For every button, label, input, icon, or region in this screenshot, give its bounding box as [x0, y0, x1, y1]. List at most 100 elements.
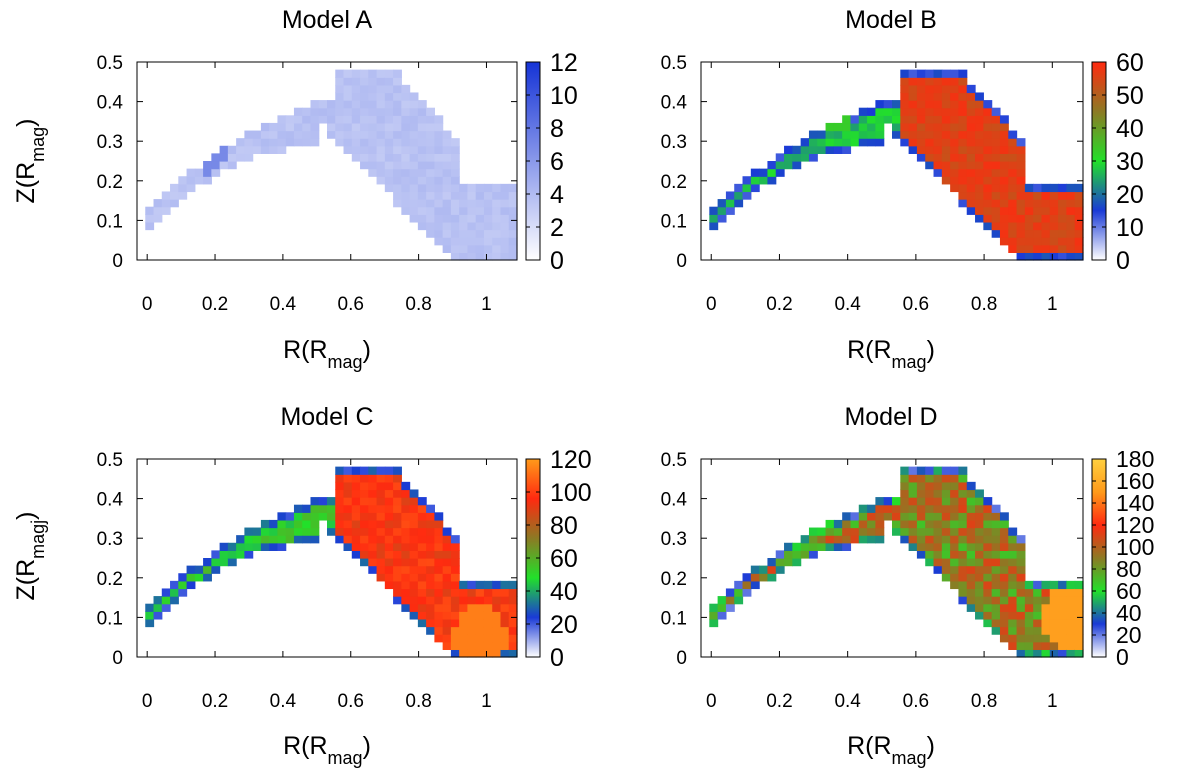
heatmap-cell [950, 466, 960, 475]
heatmap-cell [933, 558, 943, 567]
heatmap-cell [393, 69, 402, 78]
heatmap-cell [842, 535, 852, 544]
heatmap-cell [925, 474, 935, 483]
heatmap-cell [1024, 191, 1034, 200]
heatmap-cell [442, 542, 452, 551]
heatmap-cell [983, 107, 993, 116]
heatmap-cell [933, 481, 943, 491]
heatmap-cell [734, 183, 744, 193]
heatmap-cell [269, 145, 279, 154]
heatmap-cell [858, 519, 868, 529]
heatmap-cell [916, 504, 926, 513]
heatmap-cell [360, 122, 369, 132]
heatmap-cell [999, 603, 1009, 612]
heatmap-cell [1041, 237, 1051, 246]
heatmap-cell [983, 153, 993, 162]
heatmap-cell [1016, 558, 1026, 567]
heatmap-cell [393, 527, 402, 536]
panel-title: Model C [280, 403, 373, 431]
heatmap-cell [467, 237, 477, 246]
heatmap-cell [966, 504, 976, 513]
heatmap-cell [850, 130, 860, 139]
heatmap-cell [434, 550, 444, 559]
heatmap-cell [426, 626, 435, 635]
heatmap-cell [260, 138, 270, 147]
heatmap-cell [950, 100, 960, 109]
colorbar-tick-label: 20 [1116, 181, 1144, 209]
heatmap-cell [376, 519, 386, 529]
heatmap-cell [950, 145, 960, 154]
heatmap-cell [1016, 535, 1026, 544]
heatmap-cell [384, 84, 394, 94]
heatmap-cell [966, 100, 976, 109]
heatmap-cell [475, 580, 485, 590]
heatmap-cell [409, 115, 419, 124]
colorbar-tick-label: 140 [1116, 490, 1154, 516]
heatmap-cell [186, 176, 196, 185]
heatmap-cell [1033, 214, 1043, 223]
heatmap-cell [709, 618, 719, 628]
heatmap-cell [908, 115, 918, 124]
heatmap-cell [269, 542, 279, 551]
heatmap-cell [975, 558, 984, 567]
heatmap-cell [1049, 626, 1059, 635]
heatmap-cell [941, 122, 951, 132]
heatmap-cell [958, 138, 968, 147]
heatmap-cell [376, 153, 386, 162]
heatmap-cell [161, 206, 171, 215]
heatmap-cell [409, 565, 419, 574]
heatmap-cell [767, 573, 777, 582]
heatmap-cell [426, 206, 435, 215]
heatmap-cell [1074, 214, 1084, 223]
heatmap-cell [925, 107, 935, 116]
heatmap-cell [784, 153, 793, 162]
heatmap-cell [999, 237, 1009, 246]
heatmap-cell [867, 130, 876, 139]
heatmap-cell [360, 107, 369, 116]
heatmap-cell [825, 519, 835, 529]
heatmap-cell [483, 634, 493, 643]
heatmap-cell [384, 535, 394, 544]
heatmap-cell [759, 168, 769, 177]
heatmap-cell [409, 130, 419, 139]
heatmap-cell [393, 199, 402, 208]
colorbar-tick-label: 60 [1116, 578, 1142, 604]
heatmap-cell [941, 527, 951, 536]
heatmap-cell [1074, 237, 1084, 246]
heatmap-cell [459, 229, 469, 238]
heatmap-cell [750, 580, 760, 590]
heatmap-cell [360, 535, 369, 544]
heatmap-cell [426, 214, 435, 223]
heatmap-cell [850, 535, 860, 544]
heatmap-cell [409, 145, 419, 154]
heatmap-cell [475, 603, 485, 612]
heatmap-cell [775, 168, 785, 177]
heatmap-cell [867, 107, 876, 116]
heatmap-cell [335, 115, 345, 124]
heatmap-cell [742, 573, 752, 582]
heatmap-cell [784, 145, 793, 154]
heatmap-cell [1008, 558, 1018, 567]
heatmap-cell [318, 512, 328, 521]
heatmap-cell [725, 206, 735, 215]
heatmap-cell [384, 100, 394, 109]
heatmap-cell [1058, 618, 1067, 628]
heatmap-cell [975, 107, 984, 116]
heatmap-cell [293, 130, 303, 139]
heatmap-cell [1041, 611, 1051, 620]
heatmap-cell [409, 580, 419, 590]
heatmap-cell [409, 504, 419, 513]
heatmap-cell [717, 199, 727, 208]
heatmap-cell [508, 580, 518, 590]
heatmap-cell [170, 183, 179, 193]
heatmap-cell [508, 634, 518, 643]
heatmap-cell [908, 100, 918, 109]
heatmap-cell [376, 558, 386, 567]
heatmap-cell [1041, 626, 1051, 635]
heatmap-cell [401, 92, 411, 101]
heatmap-cell [508, 214, 518, 223]
heatmap-cell [1058, 183, 1067, 193]
heatmap-cell [434, 565, 444, 574]
heatmap-cell [958, 100, 968, 109]
heatmap-cell [916, 474, 926, 483]
